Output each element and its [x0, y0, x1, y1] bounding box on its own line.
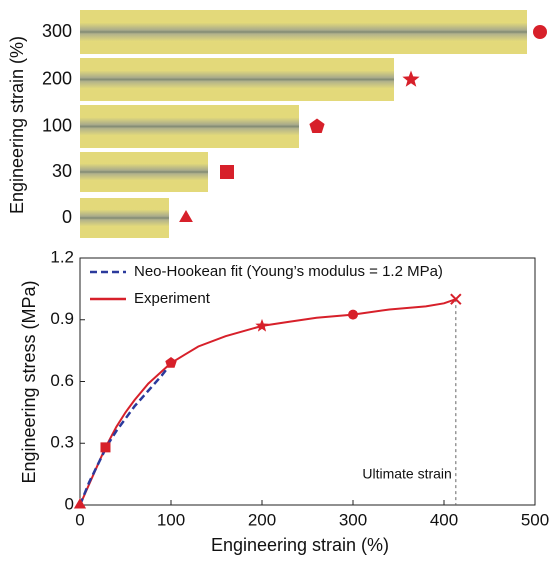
y-tick-label: 0: [65, 494, 74, 513]
y-tick-label: 0.3: [50, 433, 74, 452]
photo-specimen: [80, 163, 208, 181]
marker-circle: [533, 25, 547, 39]
x-tick-label: 400: [430, 510, 458, 529]
marker-square: [100, 442, 111, 453]
strain-label: 0: [62, 207, 72, 227]
marker-star: [402, 70, 420, 87]
series-line: [78, 366, 170, 506]
photo-axis-label: Engineering strain (%): [7, 36, 27, 214]
marker-x: [450, 293, 462, 305]
photo-specimen: [80, 117, 299, 136]
marker-star: [255, 318, 269, 332]
x-tick-label: 200: [248, 510, 276, 529]
marker-circle: [348, 309, 358, 320]
x-tick-label: 100: [157, 510, 185, 529]
marker-triangle: [179, 210, 193, 222]
annotation: Ultimate strain: [362, 466, 451, 482]
marker-square: [220, 165, 234, 179]
photo-specimen: [80, 70, 394, 89]
x-tick-label: 300: [339, 510, 367, 529]
y-tick-label: 0.9: [50, 309, 74, 328]
legend-label: Neo-Hookean fit (Young’s modulus = 1.2 M…: [134, 263, 443, 280]
x-axis-label: Engineering strain (%): [211, 535, 389, 555]
y-axis-label: Engineering stress (MPa): [19, 280, 39, 483]
marker-pentagon: [309, 118, 325, 133]
photo-specimen: [80, 209, 169, 227]
photo-specimen: [80, 22, 527, 42]
marker-pentagon: [165, 357, 177, 368]
strain-label: 30: [52, 161, 72, 181]
marker-triangle: [73, 498, 87, 509]
y-tick-label: 0.6: [50, 371, 74, 390]
x-tick-label: 0: [75, 510, 84, 529]
strain-label: 100: [42, 115, 72, 135]
legend-label: Experiment: [134, 290, 211, 307]
x-tick-label: 500: [521, 510, 549, 529]
strain-label: 200: [42, 68, 72, 88]
strain-label: 300: [42, 21, 72, 41]
y-tick-label: 1.2: [50, 247, 74, 266]
